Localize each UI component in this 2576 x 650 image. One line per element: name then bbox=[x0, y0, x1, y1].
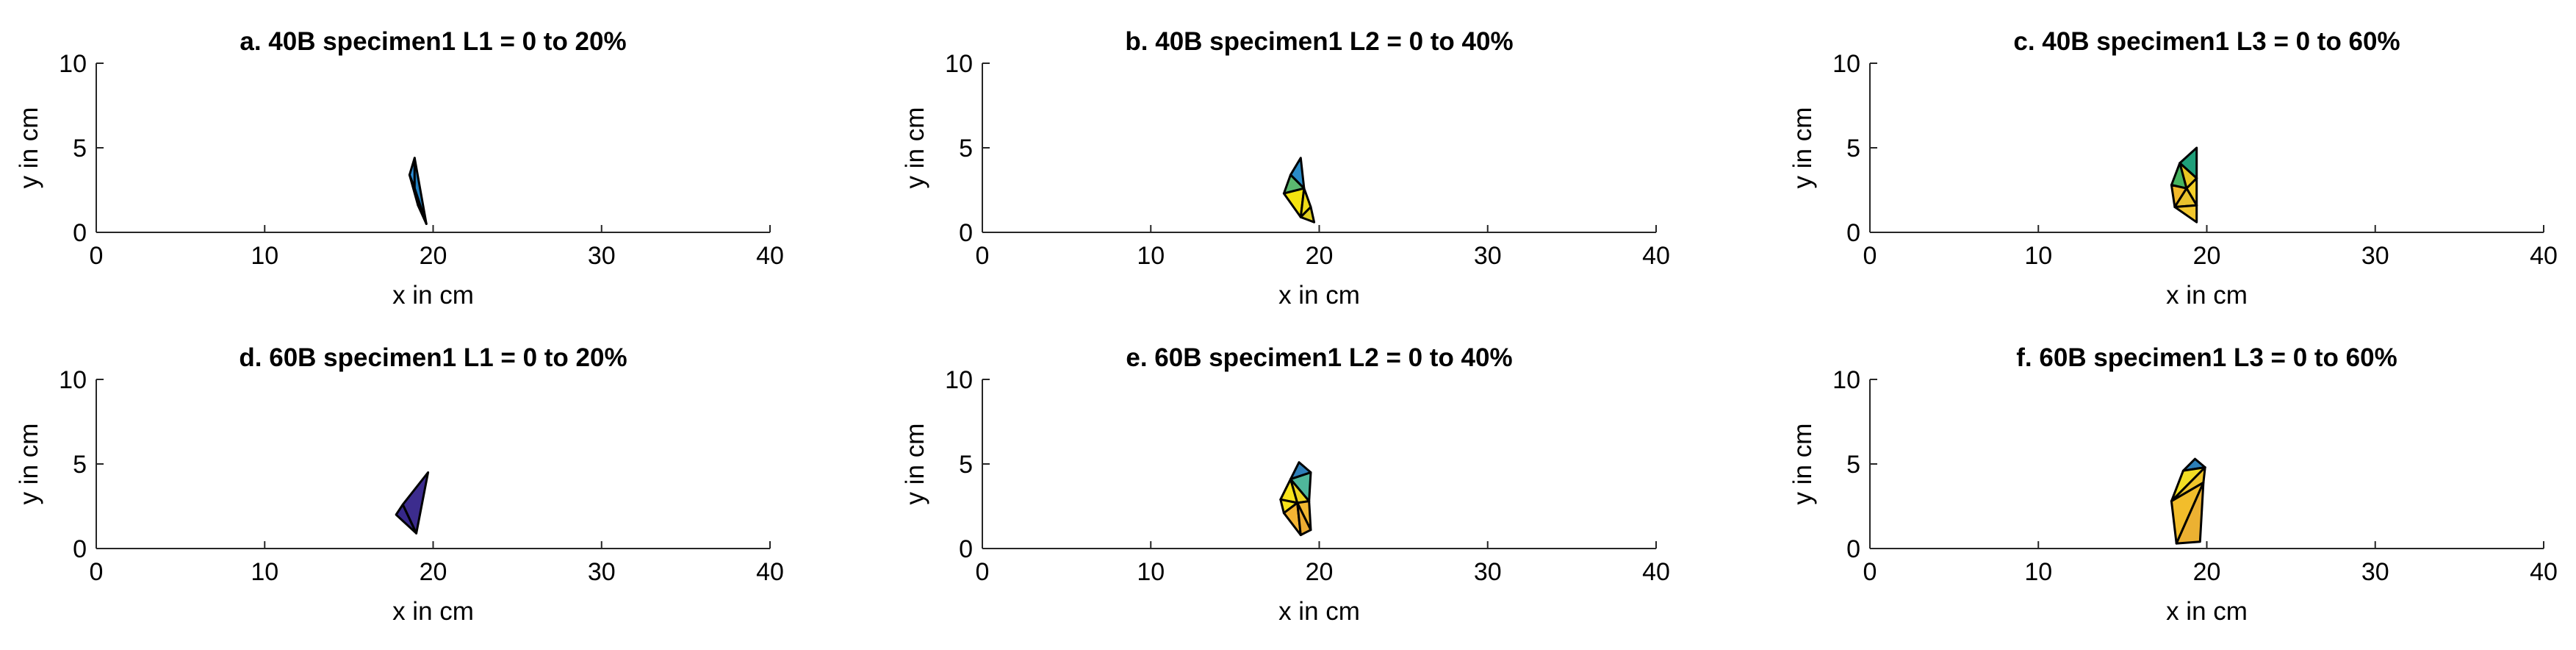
x-tick-label: 10 bbox=[1137, 558, 1165, 586]
x-tick-label: 30 bbox=[2361, 558, 2389, 586]
data-triangle bbox=[2173, 204, 2198, 224]
x-tick-label: 0 bbox=[976, 242, 990, 270]
panel-a: 0 10 20 30 40 0 5 10 a. 40B specimen1 L1 = 0 to … bbox=[15, 27, 784, 310]
x-tick-label: 0 bbox=[1863, 558, 1877, 586]
y-axis-label: y in cm bbox=[15, 107, 43, 189]
x-tick-label: 40 bbox=[2530, 558, 2558, 586]
triangulation-mesh bbox=[2170, 457, 2206, 545]
triangulation-mesh bbox=[2170, 146, 2198, 224]
x-axis-label: x in cm bbox=[1278, 281, 1360, 310]
x-tick-label: 30 bbox=[588, 558, 616, 586]
panel-e: 0 10 20 30 40 0 5 10 e. 60B specimen1 L2 = 0 to … bbox=[901, 343, 1670, 626]
x-tick-label: 0 bbox=[90, 558, 104, 586]
panel-title: f. 60B specimen1 L3 = 0 to 60% bbox=[2016, 343, 2397, 372]
y-tick-label: 0 bbox=[73, 535, 87, 563]
x-tick-label: 10 bbox=[1137, 242, 1165, 270]
panel-title: b. 40B specimen1 L2 = 0 to 40% bbox=[1125, 27, 1513, 56]
panel-c: 0 10 20 30 40 0 5 10 c. 40B specimen1 L3 = 0 to … bbox=[1788, 27, 2558, 310]
triangulation-mesh bbox=[1282, 157, 1316, 224]
y-tick-label: 0 bbox=[959, 219, 973, 247]
x-tick-label: 10 bbox=[2024, 242, 2052, 270]
y-tick-label: 0 bbox=[1846, 535, 1860, 563]
triangulation-mesh bbox=[395, 471, 430, 535]
panel-f: 0 10 20 30 40 0 5 10 f. 60B specimen1 L3 = 0 to … bbox=[1788, 343, 2558, 626]
data-triangle bbox=[1296, 501, 1312, 537]
x-tick-label: 40 bbox=[756, 558, 784, 586]
panels-group: 0 10 20 30 40 0 5 10 a. 40B specimen1 L1 = 0 to … bbox=[15, 27, 2558, 626]
y-axis-label: y in cm bbox=[1788, 107, 1817, 189]
x-axis-label: x in cm bbox=[2166, 281, 2248, 310]
x-tick-label: 40 bbox=[756, 242, 784, 270]
x-tick-label: 20 bbox=[420, 558, 447, 586]
x-axis-label: x in cm bbox=[2166, 597, 2248, 626]
y-tick-label: 0 bbox=[73, 219, 87, 247]
x-tick-label: 40 bbox=[1642, 558, 1670, 586]
x-axis-label: x in cm bbox=[392, 597, 474, 626]
x-tick-label: 40 bbox=[2530, 242, 2558, 270]
x-tick-label: 0 bbox=[90, 242, 104, 270]
x-tick-label: 20 bbox=[2193, 558, 2221, 586]
y-tick-label: 5 bbox=[959, 451, 973, 479]
x-tick-label: 10 bbox=[251, 242, 278, 270]
y-tick-label: 10 bbox=[945, 50, 973, 78]
y-tick-label: 10 bbox=[1832, 366, 1860, 394]
x-tick-label: 20 bbox=[1306, 558, 1334, 586]
y-tick-label: 10 bbox=[945, 366, 973, 394]
y-tick-label: 5 bbox=[959, 135, 973, 162]
y-axis-label: y in cm bbox=[901, 424, 929, 505]
x-tick-label: 40 bbox=[1642, 242, 1670, 270]
x-tick-label: 30 bbox=[588, 242, 616, 270]
panel-title: d. 60B specimen1 L1 = 0 to 20% bbox=[239, 343, 627, 372]
y-tick-label: 5 bbox=[73, 135, 87, 162]
y-axis-label: y in cm bbox=[901, 107, 929, 189]
data-triangle bbox=[395, 503, 418, 535]
triangulation-mesh bbox=[1279, 461, 1312, 537]
panel-title: e. 60B specimen1 L2 = 0 to 40% bbox=[1126, 343, 1512, 372]
y-axis-label: y in cm bbox=[15, 424, 43, 505]
y-tick-label: 0 bbox=[1846, 219, 1860, 247]
y-axis-label: y in cm bbox=[1788, 424, 1817, 505]
x-tick-label: 30 bbox=[1474, 558, 1502, 586]
panel-title: c. 40B specimen1 L3 = 0 to 60% bbox=[2013, 27, 2400, 56]
x-tick-label: 10 bbox=[2024, 558, 2052, 586]
x-tick-label: 20 bbox=[2193, 242, 2221, 270]
panel-title: a. 40B specimen1 L1 = 0 to 20% bbox=[240, 27, 626, 56]
data-triangle bbox=[1299, 206, 1316, 224]
x-tick-label: 30 bbox=[1474, 242, 1502, 270]
panel-b: 0 10 20 30 40 0 5 10 b. 40B specimen1 L2 = 0 to … bbox=[901, 27, 1670, 310]
y-tick-label: 10 bbox=[59, 366, 87, 394]
x-tick-label: 10 bbox=[251, 558, 278, 586]
y-tick-label: 0 bbox=[959, 535, 973, 563]
y-tick-label: 5 bbox=[1846, 135, 1860, 162]
y-tick-label: 5 bbox=[73, 451, 87, 479]
x-tick-label: 0 bbox=[1863, 242, 1877, 270]
x-tick-label: 30 bbox=[2361, 242, 2389, 270]
x-tick-label: 0 bbox=[976, 558, 990, 586]
x-axis-label: x in cm bbox=[1278, 597, 1360, 626]
y-tick-label: 10 bbox=[59, 50, 87, 78]
triangulation-mesh bbox=[408, 157, 428, 225]
y-tick-label: 10 bbox=[1832, 50, 1860, 78]
data-triangle bbox=[2175, 481, 2205, 545]
x-axis-label: x in cm bbox=[392, 281, 474, 310]
x-tick-label: 20 bbox=[420, 242, 447, 270]
data-triangle bbox=[413, 187, 428, 225]
x-tick-label: 20 bbox=[1306, 242, 1334, 270]
y-tick-label: 5 bbox=[1846, 451, 1860, 479]
panel-d: 0 10 20 30 40 0 5 10 d. 60B specimen1 L1 = 0 to … bbox=[15, 343, 784, 626]
